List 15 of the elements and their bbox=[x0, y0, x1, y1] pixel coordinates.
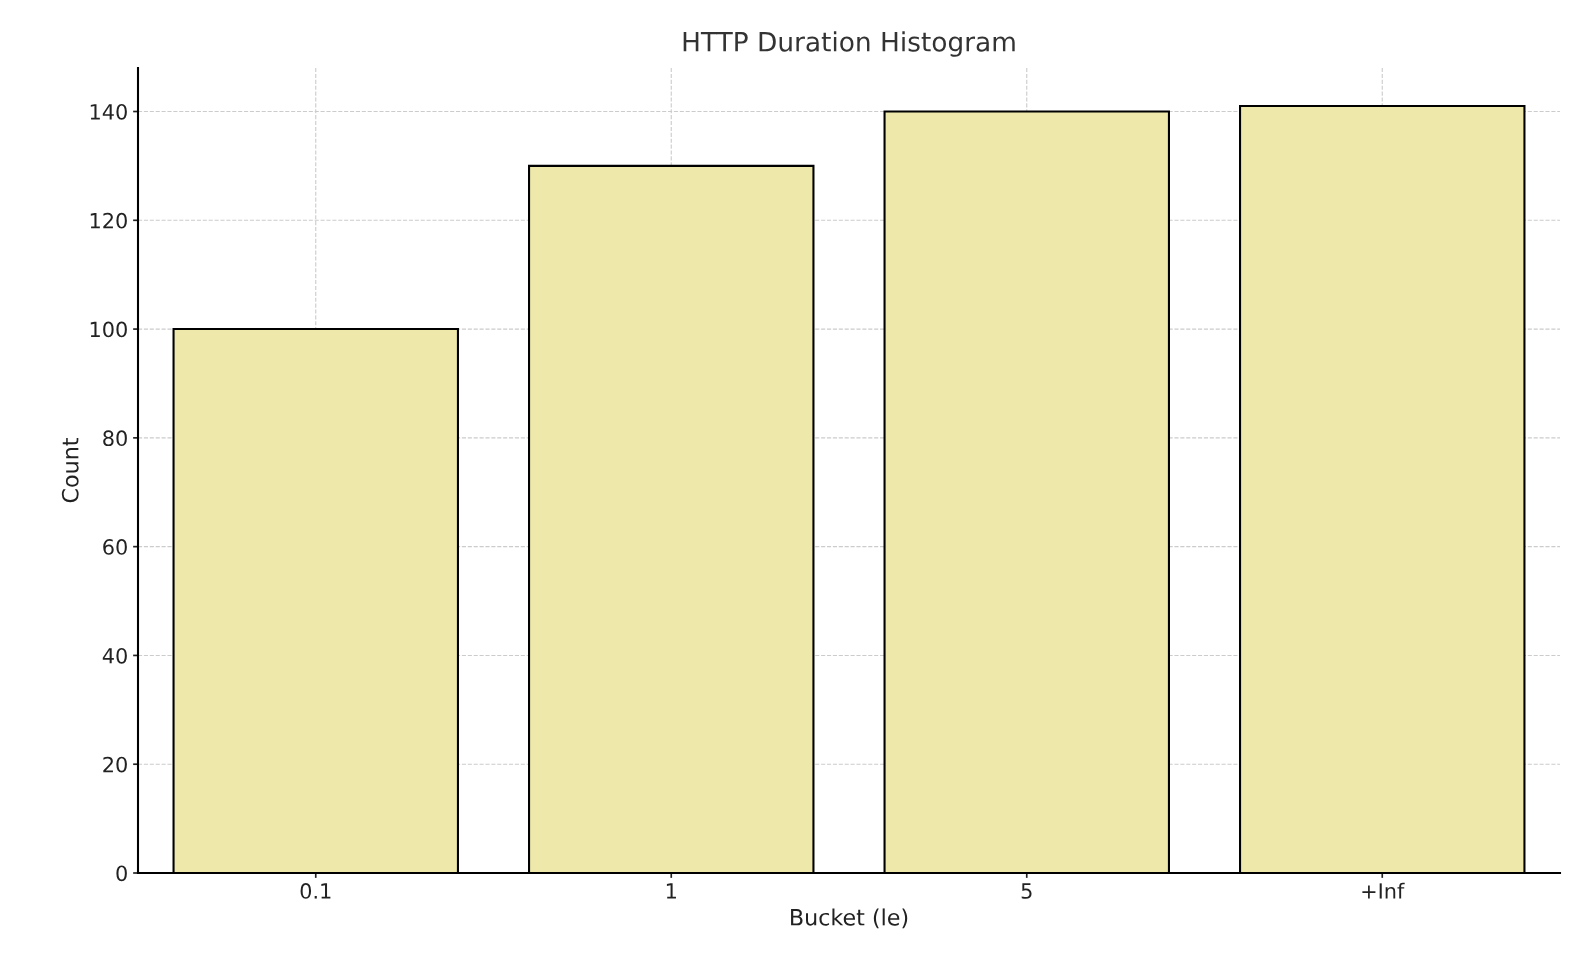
y-tick-label: 20 bbox=[103, 756, 127, 773]
y-axis-title: Count bbox=[61, 438, 79, 503]
x-tick-label: +Inf bbox=[1362, 882, 1405, 899]
y-tick-label: 140 bbox=[90, 103, 127, 120]
y-tick-label: 0 bbox=[116, 865, 127, 882]
x-tick-label: 0.1 bbox=[300, 883, 331, 899]
chart-title: HTTP Duration Histogram bbox=[683, 31, 1015, 57]
x-axis-title: Bucket (le) bbox=[791, 908, 908, 929]
y-tick-label: 40 bbox=[102, 647, 127, 664]
x-tick-label: 1 bbox=[666, 883, 676, 899]
y-tick-label: 60 bbox=[103, 539, 127, 555]
y-tick-label: 100 bbox=[90, 321, 127, 338]
x-tick-label: 5 bbox=[1021, 883, 1032, 899]
y-tick-label: 80 bbox=[103, 430, 127, 447]
y-tick-label: 120 bbox=[90, 212, 127, 229]
